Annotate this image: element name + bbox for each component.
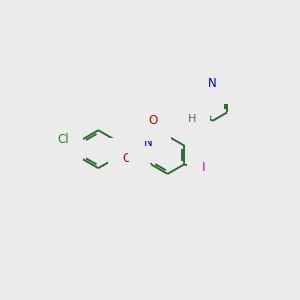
Text: H: H [188, 114, 197, 124]
Text: I: I [202, 161, 205, 174]
Text: H: H [142, 133, 150, 142]
Text: N: N [180, 110, 189, 123]
Text: O: O [148, 114, 157, 127]
Text: O: O [123, 152, 132, 165]
Text: Cl: Cl [57, 133, 69, 146]
Text: N: N [208, 77, 217, 90]
Text: N: N [144, 136, 152, 149]
